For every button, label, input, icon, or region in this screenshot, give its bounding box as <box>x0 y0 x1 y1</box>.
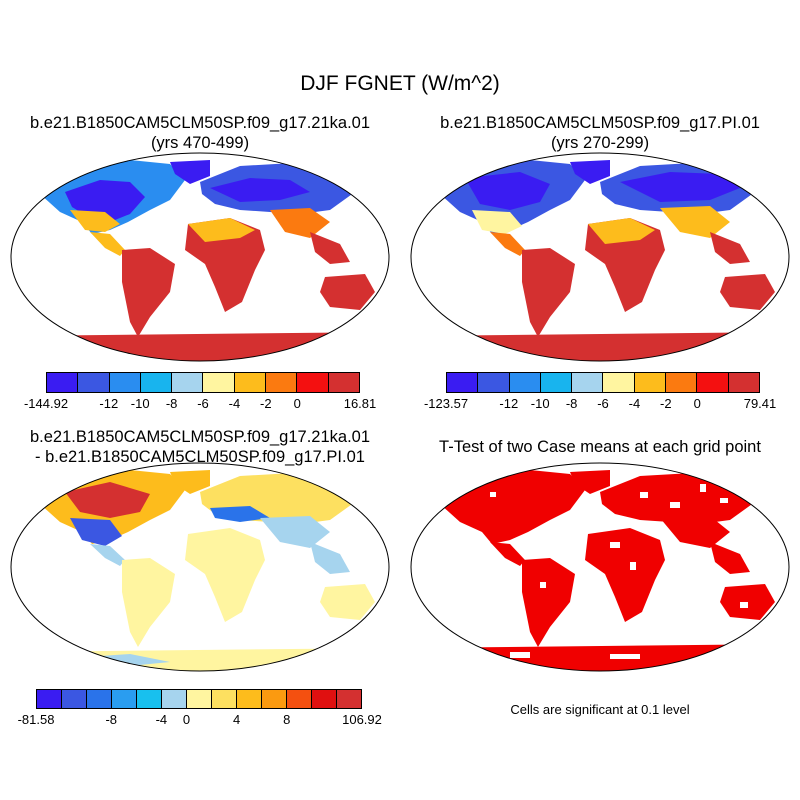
colorbar-tick-label: -8 <box>105 712 117 727</box>
colorbar-swatch <box>572 373 604 392</box>
colorbar-swatch <box>47 373 79 392</box>
panel1-map <box>10 152 390 362</box>
colorbar-swatch <box>78 373 110 392</box>
colorbar-tick-label: -4 <box>155 712 168 727</box>
colorbar-swatch <box>172 373 204 392</box>
panel2-title-line1: b.e21.B1850CAM5CLM50SP.f09_g17.PI.01 <box>440 114 760 132</box>
colorbar-tick-label: 106.92 <box>342 712 382 727</box>
panel4-map <box>410 462 790 672</box>
panel2-title: b.e21.B1850CAM5CLM50SP.f09_g17.PI.01 (yr… <box>400 113 800 153</box>
colorbar-tick-label: -12 <box>499 396 519 411</box>
colorbar-tick-label: 4 <box>232 712 241 727</box>
colorbar-swatch <box>162 690 187 708</box>
panel2-colorbar <box>446 372 760 393</box>
colorbar-tick-label: -10 <box>530 396 550 411</box>
colorbar-tick-label: -2 <box>660 396 672 411</box>
colorbar-swatch <box>262 690 287 708</box>
panel3-title: b.e21.B1850CAM5CLM50SP.f09_g17.21ka.01 -… <box>0 427 400 467</box>
panel2-map <box>410 152 790 362</box>
panel3-title-line1: b.e21.B1850CAM5CLM50SP.f09_g17.21ka.01 <box>29 428 371 446</box>
colorbar-tick-label: 79.41 <box>743 396 777 411</box>
colorbar-swatch <box>447 373 479 392</box>
colorbar-tick-label: -8 <box>165 396 178 411</box>
colorbar-swatch <box>212 690 237 708</box>
panel3-title-line2: - b.e21.B1850CAM5CLM50SP.f09_g17.PI.01 <box>35 448 365 466</box>
colorbar-swatch <box>87 690 112 708</box>
colorbar-swatch <box>697 373 729 392</box>
panel3-colorbar <box>36 689 362 709</box>
colorbar-tick-label: -81.58 <box>17 712 55 727</box>
colorbar-swatch <box>234 373 267 392</box>
panel1-title-line1: b.e21.B1850CAM5CLM50SP.f09_g17.21ka.01 <box>29 114 371 132</box>
colorbar-swatch <box>312 690 337 708</box>
colorbar-swatch <box>62 690 87 708</box>
colorbar-tick-label: -6 <box>197 396 209 411</box>
colorbar-swatch <box>666 373 698 392</box>
figure-title: DJF FGNET (W/m^2) <box>300 72 500 95</box>
panel3-map <box>10 462 390 672</box>
colorbar-tick-label: -10 <box>130 396 150 411</box>
colorbar-swatch <box>509 373 541 392</box>
colorbar-tick-label: 16.81 <box>343 396 377 411</box>
colorbar-tick-label: -144.92 <box>23 396 69 411</box>
colorbar-swatch <box>203 373 235 392</box>
colorbar-tick-label: -123.57 <box>423 396 469 411</box>
colorbar-tick-label: -12 <box>99 396 119 411</box>
significance-note: Cells are significant at 0.1 level <box>510 702 690 717</box>
colorbar-swatch <box>37 690 62 708</box>
colorbar-swatch <box>728 373 759 392</box>
colorbar-tick-label: 0 <box>693 396 701 411</box>
colorbar-tick-label: 0 <box>182 712 191 727</box>
colorbar-swatch <box>337 690 361 708</box>
colorbar-swatch <box>187 690 212 708</box>
colorbar-swatch <box>137 690 162 708</box>
colorbar-tick-label: -4 <box>628 396 641 411</box>
colorbar-tick-label: -4 <box>228 396 241 411</box>
colorbar-swatch <box>478 373 510 392</box>
colorbar-swatch <box>109 373 141 392</box>
colorbar-tick-label: -8 <box>565 396 578 411</box>
panel1-colorbar <box>46 372 360 393</box>
colorbar-swatch <box>287 690 312 708</box>
colorbar-swatch <box>237 690 262 708</box>
panel1-title: b.e21.B1850CAM5CLM50SP.f09_g17.21ka.01 (… <box>0 113 400 153</box>
colorbar-swatch <box>540 373 573 392</box>
panel4-title: T-Test of two Case means at each grid po… <box>439 438 761 456</box>
colorbar-tick-label: -2 <box>260 396 272 411</box>
colorbar-swatch <box>112 690 137 708</box>
panel2-title-line2: (yrs 270-299) <box>550 134 650 152</box>
colorbar-swatch <box>634 373 667 392</box>
colorbar-swatch <box>266 373 298 392</box>
panel1-title-line2: (yrs 470-499) <box>150 134 250 152</box>
colorbar-tick-label: 8 <box>283 712 291 727</box>
colorbar-swatch <box>603 373 635 392</box>
colorbar-swatch <box>328 373 359 392</box>
colorbar-swatch <box>140 373 173 392</box>
colorbar-tick-label: -6 <box>597 396 609 411</box>
colorbar-swatch <box>297 373 329 392</box>
colorbar-tick-label: 0 <box>293 396 301 411</box>
